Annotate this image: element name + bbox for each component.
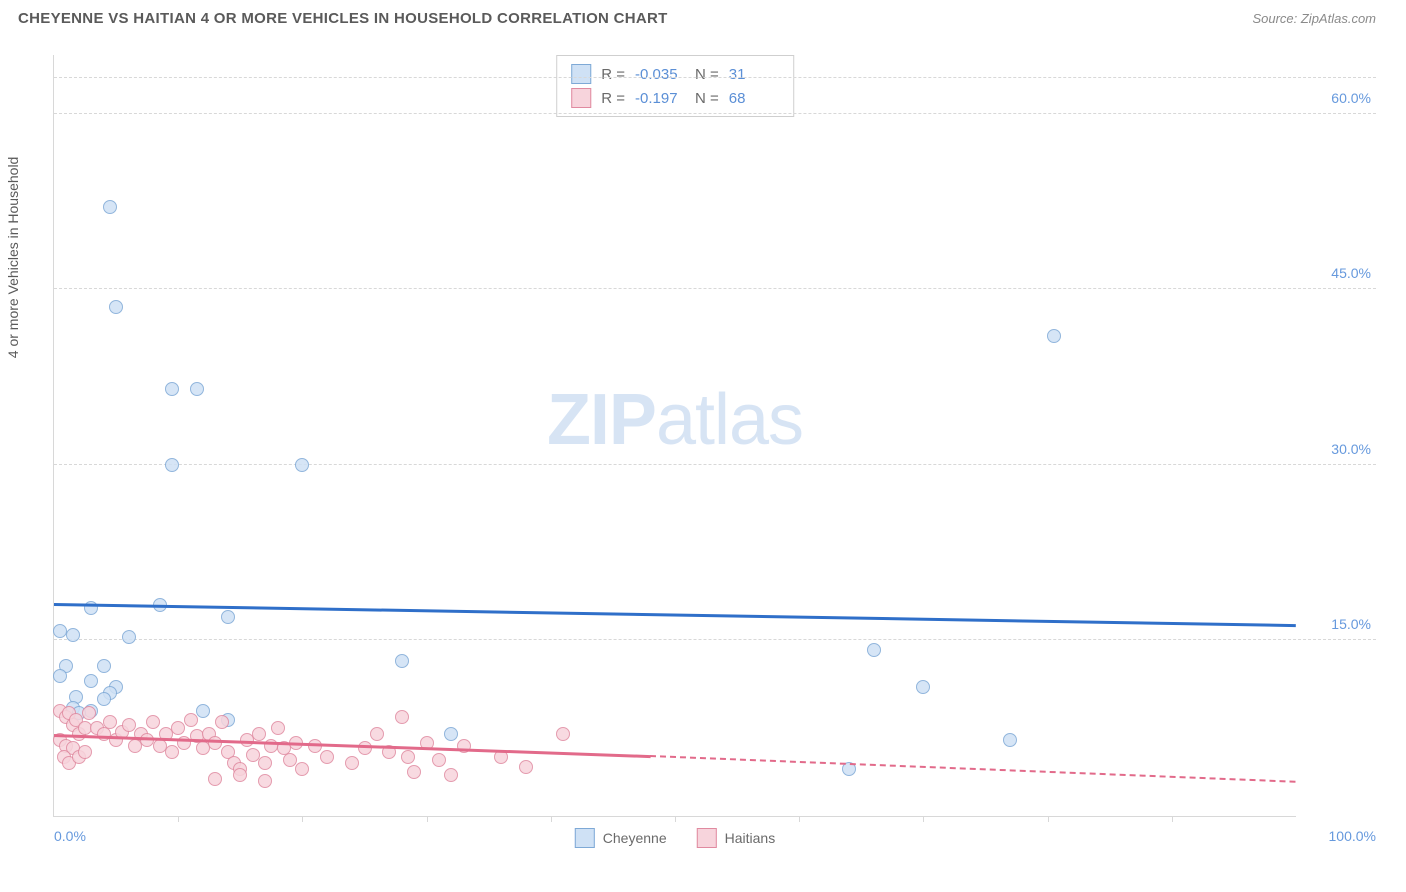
stat-r-value: -0.197 [635, 90, 685, 107]
stat-r-label: R = [601, 66, 625, 83]
data-point [97, 692, 111, 706]
x-tick-mark [427, 816, 428, 822]
legend-swatch [571, 64, 591, 84]
data-point [444, 727, 458, 741]
watermark-light: atlas [656, 380, 803, 460]
gridline [54, 464, 1376, 465]
data-point [103, 200, 117, 214]
data-point [295, 458, 309, 472]
data-point [82, 706, 96, 720]
data-point [320, 750, 334, 764]
data-point [370, 727, 384, 741]
stat-n-label: N = [695, 66, 719, 83]
chart-container: 4 or more Vehicles in Household ZIPatlas… [18, 40, 1376, 862]
data-point [165, 458, 179, 472]
legend-label: Haitians [725, 830, 776, 846]
data-point [66, 628, 80, 642]
data-point [295, 762, 309, 776]
data-point [395, 654, 409, 668]
x-tick-mark [178, 816, 179, 822]
x-tick-mark [551, 816, 552, 822]
data-point [407, 765, 421, 779]
data-point [444, 768, 458, 782]
data-point [233, 768, 247, 782]
x-tick-label: 100.0% [1329, 828, 1376, 844]
gridline [54, 288, 1376, 289]
data-point [1047, 329, 1061, 343]
stat-r-value: -0.035 [635, 66, 685, 83]
data-point [84, 674, 98, 688]
data-point [165, 382, 179, 396]
data-point [215, 715, 229, 729]
data-point [171, 721, 185, 735]
data-point [519, 760, 533, 774]
stats-row: R = -0.197 N = 68 [571, 86, 779, 110]
data-point [196, 704, 210, 718]
data-point [258, 774, 272, 788]
legend-item: Haitians [697, 828, 776, 848]
y-tick-label: 45.0% [1331, 265, 1371, 281]
stats-row: R = -0.035 N = 31 [571, 62, 779, 86]
gridline [54, 639, 1376, 640]
stat-n-value: 31 [729, 66, 779, 83]
y-tick-label: 30.0% [1331, 441, 1371, 457]
x-tick-label: 0.0% [54, 828, 86, 844]
data-point [271, 721, 285, 735]
data-point [208, 772, 222, 786]
data-point [221, 610, 235, 624]
stat-r-label: R = [601, 90, 625, 107]
data-point [122, 718, 136, 732]
stat-n-label: N = [695, 90, 719, 107]
data-point [53, 669, 67, 683]
data-point [395, 710, 409, 724]
watermark-bold: ZIP [547, 380, 656, 460]
stat-n-value: 68 [729, 90, 779, 107]
data-point [252, 727, 266, 741]
y-axis-label: 4 or more Vehicles in Household [5, 157, 21, 359]
data-point [556, 727, 570, 741]
data-point [283, 753, 297, 767]
data-point [1003, 733, 1017, 747]
y-tick-label: 15.0% [1331, 616, 1371, 632]
x-tick-mark [675, 816, 676, 822]
data-point [867, 643, 881, 657]
correlation-stats-box: R = -0.035 N = 31 R = -0.197 N = 68 [556, 55, 794, 117]
gridline [54, 113, 1376, 114]
chart-title: CHEYENNE VS HAITIAN 4 OR MORE VEHICLES I… [18, 10, 668, 27]
data-point [258, 756, 272, 770]
data-point [97, 659, 111, 673]
trend-line [54, 603, 1296, 627]
plot-area: ZIPatlas R =-0.035N =31R =-0.197N =68 Ch… [53, 55, 1296, 817]
data-point [494, 750, 508, 764]
legend-swatch [697, 828, 717, 848]
x-tick-mark [1172, 816, 1173, 822]
x-tick-mark [923, 816, 924, 822]
data-point [345, 756, 359, 770]
x-tick-mark [302, 816, 303, 822]
data-point [78, 745, 92, 759]
source-attribution: Source: ZipAtlas.com [1252, 11, 1376, 26]
data-point [190, 382, 204, 396]
x-tick-mark [799, 816, 800, 822]
data-point [122, 630, 136, 644]
data-point [109, 300, 123, 314]
gridline [54, 77, 1376, 78]
y-tick-label: 60.0% [1331, 90, 1371, 106]
data-point [358, 741, 372, 755]
legend-label: Cheyenne [603, 830, 667, 846]
legend-item: Cheyenne [575, 828, 667, 848]
data-point [165, 745, 179, 759]
watermark: ZIPatlas [547, 379, 803, 461]
data-point [916, 680, 930, 694]
data-point [103, 715, 117, 729]
series-legend: Cheyenne Haitians [575, 828, 775, 848]
legend-swatch [575, 828, 595, 848]
data-point [146, 715, 160, 729]
trend-line [650, 755, 1296, 783]
x-tick-mark [1048, 816, 1049, 822]
data-point [401, 750, 415, 764]
legend-swatch [571, 88, 591, 108]
data-point [432, 753, 446, 767]
data-point [184, 713, 198, 727]
